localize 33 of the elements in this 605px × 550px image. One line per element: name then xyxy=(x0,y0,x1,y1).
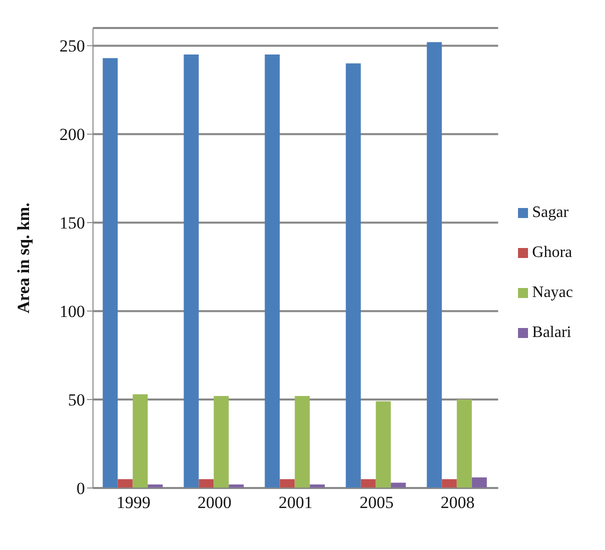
x-tick-label: 1999 xyxy=(116,493,151,512)
y-tick-label: 50 xyxy=(68,390,85,410)
bar xyxy=(102,58,118,488)
x-tick-label: 2008 xyxy=(440,493,475,512)
bar xyxy=(426,42,442,488)
bar xyxy=(280,479,295,488)
x-tick-label: 2005 xyxy=(360,493,394,512)
y-axis-title: Area in sq. km. xyxy=(14,202,34,314)
legend-label: Sagar xyxy=(532,204,569,221)
legend-label: Nayac xyxy=(532,284,573,301)
bar xyxy=(214,396,229,488)
bar xyxy=(390,482,406,488)
bar xyxy=(132,394,148,488)
bar xyxy=(184,54,199,488)
y-tick-label: 0 xyxy=(76,479,85,498)
bar xyxy=(472,477,487,488)
bar xyxy=(118,479,133,488)
legend-label: Ghora xyxy=(532,244,572,261)
bar xyxy=(360,479,376,488)
bar xyxy=(346,63,361,488)
y-tick-label: 200 xyxy=(60,125,85,144)
bar xyxy=(456,400,472,488)
x-tick-label: 2000 xyxy=(198,493,232,512)
y-tick-label: 250 xyxy=(60,36,85,56)
x-tick-label: 2001 xyxy=(278,493,313,512)
bar xyxy=(376,401,391,488)
y-tick-label: 100 xyxy=(60,302,85,322)
bar xyxy=(198,479,214,488)
y-tick-label: 150 xyxy=(60,214,85,233)
bar xyxy=(294,396,310,488)
bar xyxy=(264,54,280,488)
bar xyxy=(442,479,457,488)
legend-label: Balari xyxy=(532,324,572,341)
